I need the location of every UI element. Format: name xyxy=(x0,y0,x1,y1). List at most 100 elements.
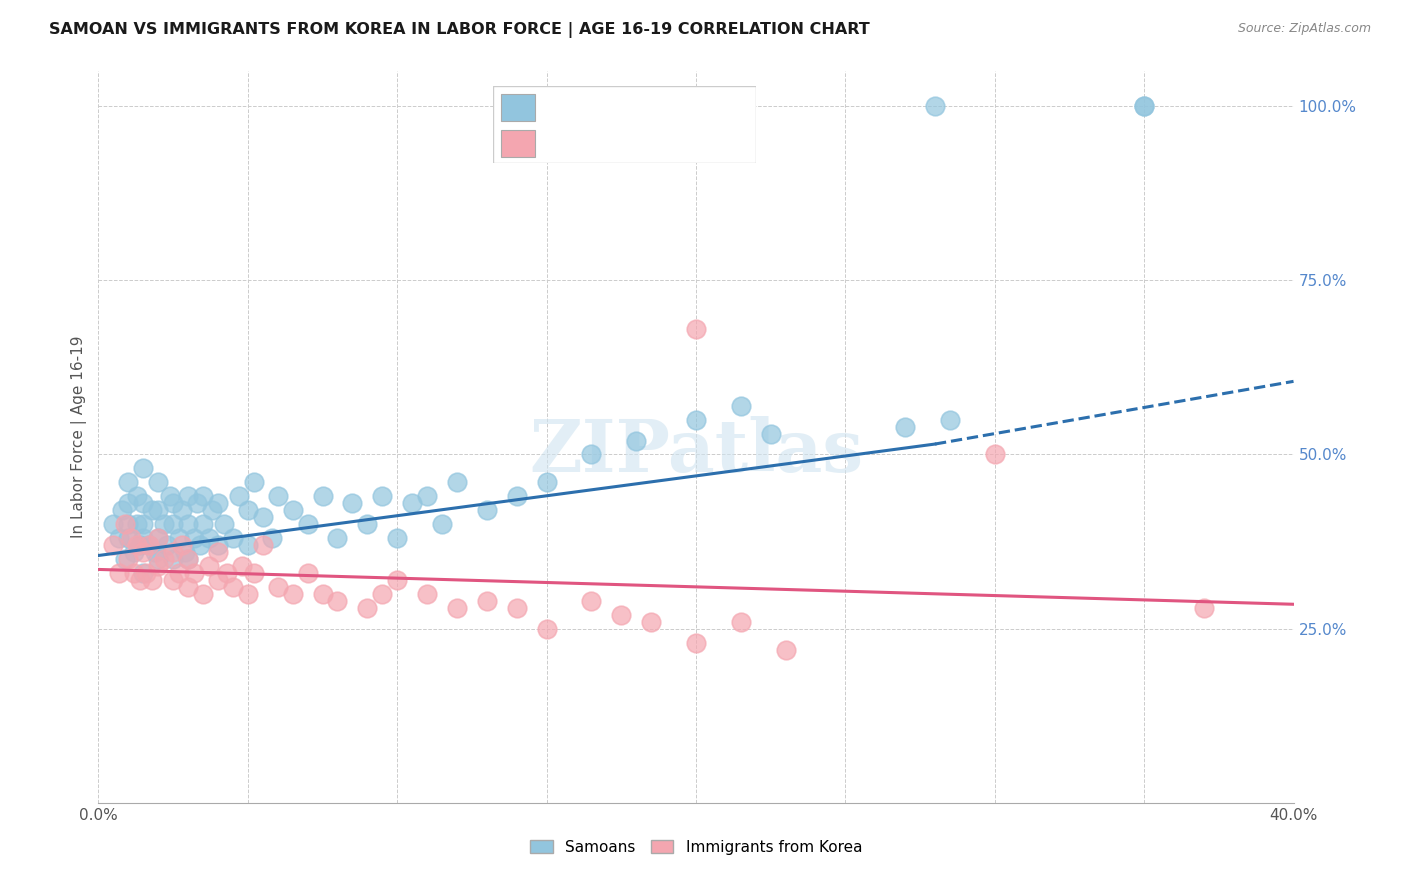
Point xyxy=(228,489,250,503)
Point xyxy=(581,594,603,608)
Point xyxy=(120,531,142,545)
Point xyxy=(640,615,662,629)
Point xyxy=(212,517,235,532)
Point xyxy=(132,496,155,510)
Point xyxy=(162,517,184,532)
Point xyxy=(167,566,190,580)
Point xyxy=(177,580,200,594)
Point xyxy=(159,489,181,503)
Point xyxy=(114,517,136,532)
Point xyxy=(281,503,304,517)
Point xyxy=(536,622,558,636)
Point xyxy=(446,600,468,615)
Point xyxy=(581,448,603,462)
Point xyxy=(127,538,149,552)
Point xyxy=(117,517,139,532)
Point xyxy=(148,475,170,490)
Point xyxy=(148,531,170,545)
Point xyxy=(148,552,170,566)
Text: ZIPatlas: ZIPatlas xyxy=(529,417,863,487)
Point xyxy=(167,531,190,545)
Point xyxy=(127,489,149,503)
Point xyxy=(201,503,224,517)
Point xyxy=(446,475,468,490)
Point xyxy=(252,538,274,552)
Point xyxy=(129,538,152,552)
Point xyxy=(207,538,229,552)
Point xyxy=(162,552,184,566)
Point xyxy=(260,531,283,545)
Legend: Samoans, Immigrants from Korea: Samoans, Immigrants from Korea xyxy=(523,834,869,861)
Point xyxy=(117,531,139,545)
Point xyxy=(685,412,707,426)
Point xyxy=(416,587,439,601)
Point xyxy=(188,538,211,552)
Point xyxy=(311,489,333,503)
Text: SAMOAN VS IMMIGRANTS FROM KOREA IN LABOR FORCE | AGE 16-19 CORRELATION CHART: SAMOAN VS IMMIGRANTS FROM KOREA IN LABOR… xyxy=(49,22,870,38)
Point xyxy=(371,489,394,503)
Point xyxy=(183,566,205,580)
Point xyxy=(177,489,200,503)
Text: Source: ZipAtlas.com: Source: ZipAtlas.com xyxy=(1237,22,1371,36)
Point xyxy=(132,545,155,559)
Point xyxy=(356,600,378,615)
Point xyxy=(356,517,378,532)
Point xyxy=(775,642,797,657)
Point xyxy=(385,531,409,545)
Point xyxy=(198,558,221,573)
Point xyxy=(297,517,319,532)
Point xyxy=(222,580,245,594)
Point xyxy=(243,475,266,490)
Point xyxy=(111,503,134,517)
Point xyxy=(236,587,259,601)
Point xyxy=(326,594,349,608)
Point xyxy=(177,552,200,566)
Point xyxy=(117,475,139,490)
Point xyxy=(506,489,529,503)
Y-axis label: In Labor Force | Age 16-19: In Labor Force | Age 16-19 xyxy=(72,335,87,539)
Point xyxy=(222,531,245,545)
Point xyxy=(103,538,125,552)
Point xyxy=(416,489,439,503)
Point xyxy=(172,503,194,517)
Point xyxy=(267,489,290,503)
Point xyxy=(894,419,917,434)
Point xyxy=(252,510,274,524)
Point xyxy=(135,566,157,580)
Point xyxy=(191,517,214,532)
Point xyxy=(267,580,290,594)
Point xyxy=(342,496,364,510)
Point xyxy=(297,566,319,580)
Point xyxy=(114,552,136,566)
Point xyxy=(1133,99,1156,113)
Point xyxy=(132,531,155,545)
Point xyxy=(124,566,146,580)
Point xyxy=(127,517,149,532)
Point xyxy=(129,573,152,587)
Point xyxy=(143,545,166,559)
Point xyxy=(730,399,752,413)
Point xyxy=(148,531,170,545)
Point xyxy=(506,600,529,615)
Point xyxy=(243,566,266,580)
Point xyxy=(1192,600,1215,615)
Point xyxy=(141,573,163,587)
Point xyxy=(162,545,184,559)
Point xyxy=(326,531,349,545)
Point xyxy=(207,545,229,559)
Point xyxy=(153,552,176,566)
Point xyxy=(236,538,259,552)
Point xyxy=(371,587,394,601)
Point xyxy=(186,496,208,510)
Point xyxy=(148,503,170,517)
Point xyxy=(236,503,259,517)
Point xyxy=(162,496,184,510)
Point xyxy=(401,496,423,510)
Point xyxy=(281,587,304,601)
Point xyxy=(138,538,160,552)
Point xyxy=(117,552,139,566)
Point xyxy=(141,503,163,517)
Point xyxy=(148,558,170,573)
Point xyxy=(132,566,155,580)
Point xyxy=(108,566,131,580)
